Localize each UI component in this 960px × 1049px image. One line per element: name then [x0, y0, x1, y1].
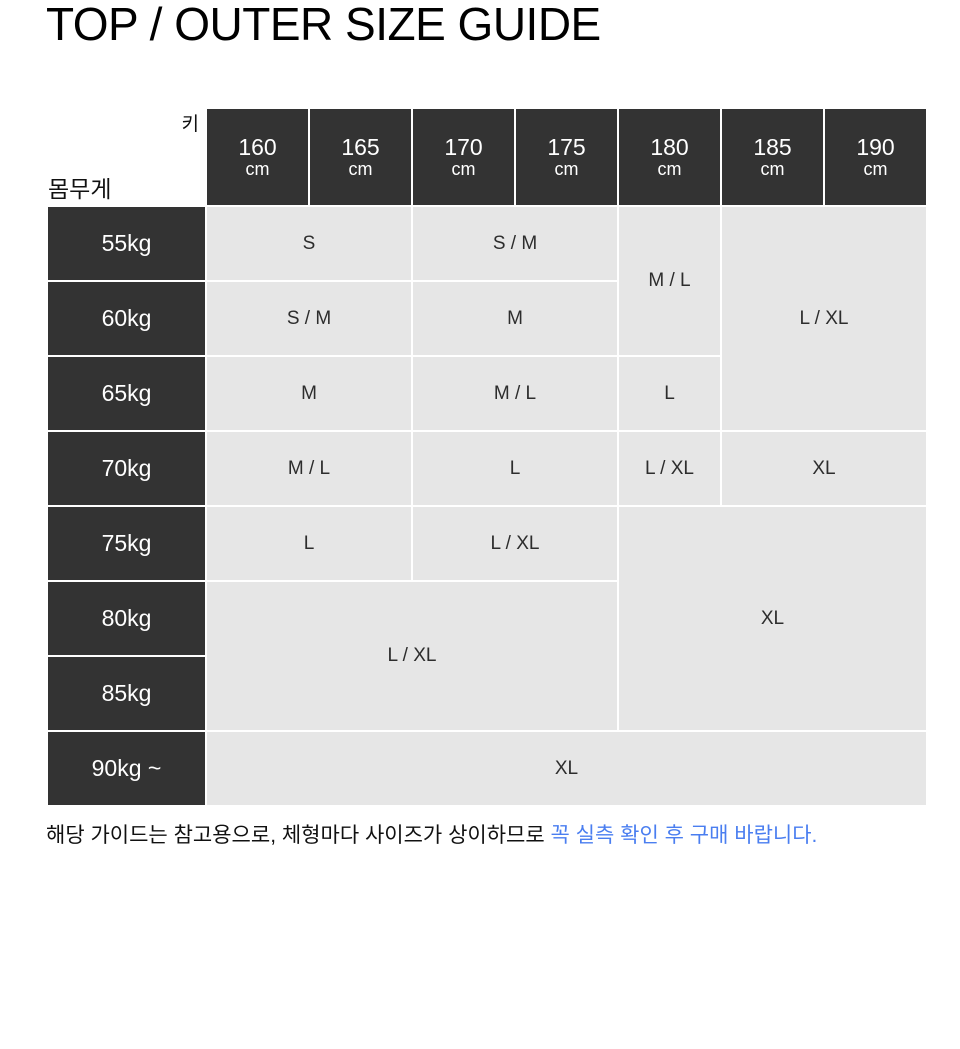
column-header-160cm: 160 cm [207, 109, 308, 205]
weight-axis-label: 몸무게 [48, 176, 112, 202]
row-header-90kg: 90kg ~ [48, 732, 205, 805]
height-axis-label: 키 [181, 114, 199, 135]
column-header-175cm: 175 cm [516, 109, 617, 205]
column-header-unit: cm [245, 158, 270, 179]
row-header-55kg: 55kg [48, 207, 205, 280]
column-header-190cm: 190 cm [825, 109, 926, 205]
column-header-value: 160 [238, 134, 277, 161]
table-row: 60kg S / M M [48, 282, 926, 355]
size-cell: S [207, 207, 411, 280]
column-header-165cm: 165 cm [310, 109, 411, 205]
disclaimer-note: 해당 가이드는 참고용으로, 체형마다 사이즈가 상이하므로 꼭 실측 확인 후… [46, 823, 916, 848]
column-header-unit: cm [863, 158, 888, 179]
size-cell: L / XL [207, 582, 617, 730]
table-row: 70kg M / L L L / XL XL [48, 432, 926, 505]
size-cell: M / L [413, 357, 617, 430]
size-guide-table: 키 몸무게 160 cm 165 cm 170 cm 175 cm 180 cm [46, 107, 928, 807]
table-row: 65kg M M / L L [48, 357, 926, 430]
column-header-value: 175 [547, 134, 586, 161]
size-cell: XL [207, 732, 926, 805]
column-header-unit: cm [760, 158, 785, 179]
size-cell: L [619, 357, 720, 430]
row-header-65kg: 65kg [48, 357, 205, 430]
column-header-unit: cm [451, 158, 476, 179]
size-cell: L [207, 507, 411, 580]
size-cell: L [413, 432, 617, 505]
size-cell: XL [722, 432, 926, 505]
table-row: 80kg L / XL [48, 582, 926, 730]
table-row: 85kg [48, 657, 926, 730]
size-cell: S / M [207, 282, 411, 355]
size-cell: M / L [619, 207, 720, 355]
size-cell: M [413, 282, 617, 355]
row-header-80kg: 80kg [48, 582, 205, 655]
page-title: TOP / OUTER SIZE GUIDE [46, 0, 601, 50]
column-header-180cm: 180 cm [619, 109, 720, 205]
table-header-row: 키 몸무게 160 cm 165 cm 170 cm 175 cm 180 cm [48, 109, 926, 205]
column-header-185cm: 185 cm [722, 109, 823, 205]
axis-corner-cell: 키 몸무게 [48, 109, 205, 205]
row-header-75kg: 75kg [48, 507, 205, 580]
row-header-60kg: 60kg [48, 282, 205, 355]
table-row: 90kg ~ XL [48, 732, 926, 805]
column-header-170cm: 170 cm [413, 109, 514, 205]
column-header-value: 170 [444, 134, 483, 161]
column-header-value: 180 [650, 134, 689, 161]
size-cell: L / XL [619, 432, 720, 505]
column-header-value: 165 [341, 134, 380, 161]
table-row: 55kg S S / M M / L L / XL [48, 207, 926, 430]
disclaimer-highlight-text: 꼭 실측 확인 후 구매 바랍니다. [550, 824, 818, 847]
column-header-unit: cm [348, 158, 373, 179]
size-cell: M [207, 357, 411, 430]
column-header-unit: cm [657, 158, 682, 179]
size-cell: M / L [207, 432, 411, 505]
disclaimer-plain-text: 해당 가이드는 참고용으로, 체형마다 사이즈가 상이하므로 [46, 824, 551, 847]
size-cell: S / M [413, 207, 617, 280]
size-cell: L / XL [722, 207, 926, 430]
table-row: 75kg L L / XL XL [48, 507, 926, 730]
size-cell: L / XL [413, 507, 617, 580]
column-header-value: 185 [753, 134, 792, 161]
column-header-value: 190 [856, 134, 895, 161]
size-cell: XL [619, 507, 926, 730]
row-header-70kg: 70kg [48, 432, 205, 505]
column-header-unit: cm [554, 158, 579, 179]
row-header-85kg: 85kg [48, 657, 205, 730]
